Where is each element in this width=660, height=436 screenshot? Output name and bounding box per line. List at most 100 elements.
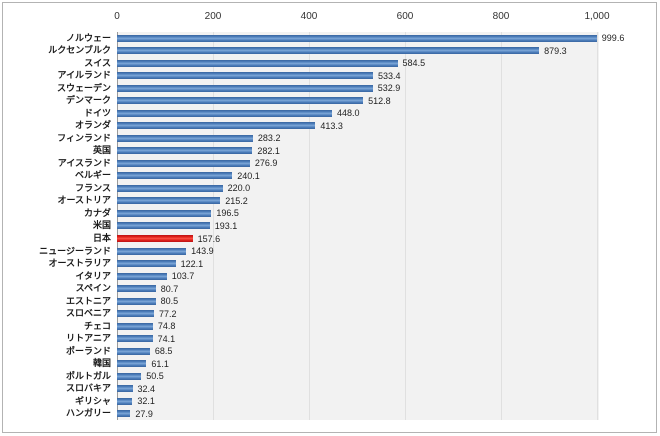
- value-label: 27.9: [135, 408, 153, 419]
- bar-row: ギリシャ 32.1: [3, 395, 660, 408]
- category-label: フランス: [75, 182, 111, 193]
- bar-row: ベルギー 240.1: [3, 170, 660, 183]
- bar-row: 英国 282.1: [3, 145, 660, 158]
- bar-row: リトアニア 74.1: [3, 332, 660, 345]
- value-label: 103.7: [171, 271, 195, 282]
- category-label: 日本: [92, 233, 111, 243]
- bar: [117, 147, 253, 155]
- bar: [117, 347, 150, 355]
- value-label: 68.5: [154, 346, 173, 357]
- bar: [117, 84, 373, 92]
- bar-row: オーストリア 215.2: [3, 195, 660, 208]
- x-axis: 0 200 400 600 800 1,000: [3, 10, 660, 24]
- bar-row: フランス 220.0: [3, 182, 660, 195]
- value-label: 122.1: [180, 258, 204, 269]
- bar-row: フィンランド 283.2: [3, 132, 660, 145]
- gridline: [501, 32, 502, 420]
- category-label: アイスランド: [57, 157, 111, 168]
- x-tick-label: 800: [492, 11, 510, 22]
- bar: [117, 59, 398, 67]
- bar-row: ニュージーランド 143.9: [3, 245, 660, 258]
- value-label: 276.9: [254, 158, 278, 169]
- bar: [117, 247, 187, 255]
- bar-row: エストニア 80.5: [3, 295, 660, 308]
- x-tick-label: 600: [396, 11, 414, 22]
- value-label: 532.9: [377, 83, 401, 94]
- bar-row: スイス 584.5: [3, 57, 660, 70]
- category-label: デンマーク: [65, 95, 111, 106]
- value-label: 220.0: [227, 183, 251, 194]
- category-label: ドイツ: [83, 107, 111, 118]
- value-label: 61.1: [151, 358, 169, 369]
- value-label: 196.5: [216, 208, 239, 219]
- value-label: 32.4: [137, 383, 156, 394]
- category-label: スロベニア: [65, 308, 111, 319]
- bar-row: ハンガリー 27.9: [3, 407, 660, 420]
- bar-row: アイスランド 276.9: [3, 157, 660, 170]
- value-label: 215.2: [225, 195, 248, 206]
- bar-rows: ノルウェー 999.6 ルクセンブルク 879.3 スイス 584.5 アイルランド 533.…: [3, 32, 660, 420]
- category-label: オランダ: [74, 120, 111, 131]
- bar: [117, 310, 155, 318]
- bar-row: アイルランド 533.4: [3, 70, 660, 83]
- gridline: [213, 32, 214, 420]
- value-label: 74.8: [157, 321, 176, 332]
- bar: [117, 335, 153, 343]
- category-label: ベルギー: [74, 170, 111, 181]
- x-tick-label: 200: [204, 11, 222, 22]
- value-label: 32.1: [137, 396, 155, 407]
- value-label: 77.2: [159, 308, 177, 319]
- bar-row: オランダ 413.3: [3, 120, 660, 133]
- bar: [117, 184, 223, 192]
- bar: [117, 297, 156, 305]
- value-label: 879.3: [544, 45, 567, 56]
- category-label: 英国: [92, 145, 111, 156]
- gridline: [405, 32, 406, 420]
- bar-row: 日本 157.6: [3, 232, 660, 245]
- value-label: 999.6: [601, 33, 625, 44]
- category-label: スロバキア: [65, 383, 111, 394]
- bar: [117, 272, 167, 280]
- value-label: 157.6: [197, 233, 221, 244]
- category-label: アイルランド: [57, 70, 111, 81]
- category-label: フィンランド: [57, 132, 111, 143]
- x-tick-label: 0: [114, 11, 120, 22]
- category-label: オーストリア: [57, 195, 111, 206]
- category-label: 韓国: [92, 358, 111, 369]
- bar-row: スペイン 80.7: [3, 282, 660, 295]
- category-label: エストニア: [65, 295, 111, 306]
- bar-highlighted: [117, 235, 193, 242]
- gridline: [597, 32, 598, 420]
- bar: [117, 260, 176, 268]
- bar: [117, 72, 374, 80]
- category-label: チェコ: [83, 320, 111, 331]
- value-label: 143.9: [191, 246, 214, 257]
- category-label: スペイン: [75, 283, 111, 294]
- bar-row: デンマーク 512.8: [3, 95, 660, 108]
- category-label: ハンガリー: [65, 408, 111, 419]
- bar: [117, 34, 597, 42]
- bar: [117, 385, 133, 393]
- bar: [117, 97, 364, 105]
- category-label: ポルトガル: [65, 370, 111, 381]
- bar-row: チェコ 74.8: [3, 320, 660, 333]
- bar: [117, 134, 253, 142]
- value-label: 240.1: [237, 170, 260, 181]
- category-label: リトアニア: [66, 333, 111, 344]
- value-label: 448.0: [337, 108, 360, 119]
- bar: [117, 360, 147, 368]
- bar: [117, 109, 333, 117]
- category-label: ニュージーランド: [39, 245, 111, 256]
- category-label: カナダ: [83, 207, 111, 218]
- bar: [117, 322, 153, 330]
- value-label: 512.8: [368, 95, 391, 106]
- bar-row: イタリア 103.7: [3, 270, 660, 283]
- category-label: ギリシャ: [74, 395, 111, 406]
- value-label: 50.5: [146, 371, 164, 382]
- category-label: 米国: [92, 220, 111, 231]
- category-label: スイス: [84, 57, 111, 68]
- value-label: 193.1: [214, 220, 238, 231]
- value-label: 283.2: [257, 133, 281, 144]
- bar: [117, 159, 250, 167]
- x-tick-label: 1,000: [584, 11, 610, 22]
